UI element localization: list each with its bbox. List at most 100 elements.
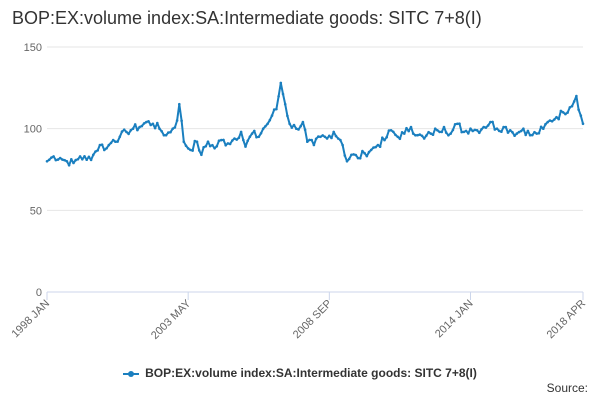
data-point bbox=[577, 108, 580, 111]
data-point bbox=[442, 125, 446, 129]
data-point bbox=[180, 119, 183, 122]
data-point bbox=[533, 130, 536, 134]
x-tick-label: 2003 MAY bbox=[149, 297, 194, 342]
data-point bbox=[504, 125, 508, 129]
data-point bbox=[433, 127, 437, 130]
data-point bbox=[462, 130, 466, 134]
data-point bbox=[133, 123, 137, 126]
data-point bbox=[486, 124, 490, 127]
data-point bbox=[175, 119, 179, 122]
data-point bbox=[347, 157, 351, 161]
data-point bbox=[352, 153, 355, 156]
data-point bbox=[389, 129, 393, 132]
data-point bbox=[52, 155, 55, 158]
data-point bbox=[323, 135, 327, 139]
data-point bbox=[237, 136, 241, 140]
data-point bbox=[436, 129, 439, 132]
data-point bbox=[228, 142, 232, 146]
data-point bbox=[270, 114, 274, 117]
data-point bbox=[211, 143, 214, 147]
data-point bbox=[427, 130, 430, 134]
data-point bbox=[283, 102, 287, 106]
data-point bbox=[281, 92, 285, 96]
x-axis: 1998 JAN 2003 MAY 2008 SEP 2014 JAN 2018 APR bbox=[9, 291, 588, 342]
data-point bbox=[74, 158, 77, 162]
data-point bbox=[244, 145, 247, 148]
data-point bbox=[354, 153, 358, 157]
data-point bbox=[142, 122, 146, 125]
data-point bbox=[378, 145, 382, 148]
data-point bbox=[299, 124, 303, 128]
data-point bbox=[50, 156, 53, 159]
data-point bbox=[414, 134, 417, 137]
data-point bbox=[400, 131, 404, 134]
x-tick-label: 1998 JAN bbox=[9, 298, 52, 341]
data-point bbox=[96, 149, 99, 152]
data-point bbox=[111, 138, 115, 142]
legend[interactable]: BOP:EX:volume index:SA:Intermediate good… bbox=[0, 366, 600, 380]
data-point bbox=[208, 144, 212, 148]
y-tick-label: 50 bbox=[30, 205, 42, 217]
data-point bbox=[515, 132, 519, 135]
data-point bbox=[447, 134, 450, 137]
data-point bbox=[138, 125, 141, 129]
data-point bbox=[350, 153, 353, 157]
y-tick-label: 100 bbox=[24, 124, 42, 136]
data-point bbox=[546, 120, 549, 124]
data-point bbox=[407, 129, 411, 133]
data-point bbox=[317, 135, 320, 138]
data-point bbox=[156, 121, 159, 125]
data-point bbox=[343, 154, 347, 157]
data-point bbox=[566, 111, 569, 114]
data-point bbox=[325, 137, 329, 140]
data-point bbox=[242, 138, 245, 142]
y-tick-label: 150 bbox=[24, 42, 42, 54]
data-point bbox=[458, 122, 461, 125]
data-point bbox=[257, 135, 261, 139]
data-point bbox=[502, 125, 505, 129]
y-tick-label: 0 bbox=[36, 287, 42, 299]
data-point bbox=[56, 158, 60, 161]
data-point bbox=[158, 127, 161, 130]
data-point bbox=[444, 131, 448, 134]
data-point bbox=[418, 133, 422, 136]
data-point bbox=[312, 143, 316, 147]
data-point bbox=[70, 158, 73, 161]
data-point bbox=[572, 100, 576, 103]
data-point bbox=[184, 144, 188, 147]
data-point bbox=[469, 127, 472, 130]
data-point bbox=[524, 133, 527, 137]
data-point bbox=[358, 157, 362, 160]
data-point bbox=[235, 138, 238, 141]
data-point bbox=[480, 128, 483, 131]
data-point bbox=[422, 137, 426, 140]
data-point bbox=[409, 125, 413, 129]
data-point bbox=[475, 129, 479, 132]
data-point bbox=[394, 133, 397, 137]
data-point bbox=[339, 138, 342, 142]
data-point bbox=[531, 133, 534, 137]
data-point bbox=[292, 123, 296, 127]
data-point bbox=[107, 143, 111, 147]
data-point bbox=[125, 130, 128, 134]
data-point bbox=[392, 130, 395, 134]
data-point bbox=[105, 147, 108, 150]
data-point bbox=[114, 140, 117, 143]
data-point bbox=[381, 136, 384, 139]
data-point bbox=[268, 118, 272, 122]
data-point bbox=[288, 122, 291, 126]
data-point bbox=[272, 108, 276, 111]
data-point bbox=[189, 148, 192, 152]
data-point bbox=[456, 122, 459, 126]
x-tick-label: 2008 SEP bbox=[291, 298, 335, 342]
data-point bbox=[182, 140, 186, 143]
data-point bbox=[129, 128, 133, 132]
data-point bbox=[493, 128, 497, 131]
data-point bbox=[537, 132, 541, 135]
legend-label: BOP:EX:volume index:SA:Intermediate good… bbox=[145, 366, 477, 380]
chart-title: BOP:EX:volume index:SA:Intermediate good… bbox=[12, 8, 482, 28]
data-point bbox=[147, 120, 150, 123]
data-point bbox=[167, 131, 170, 134]
data-point bbox=[334, 134, 338, 138]
data-point bbox=[548, 119, 552, 122]
